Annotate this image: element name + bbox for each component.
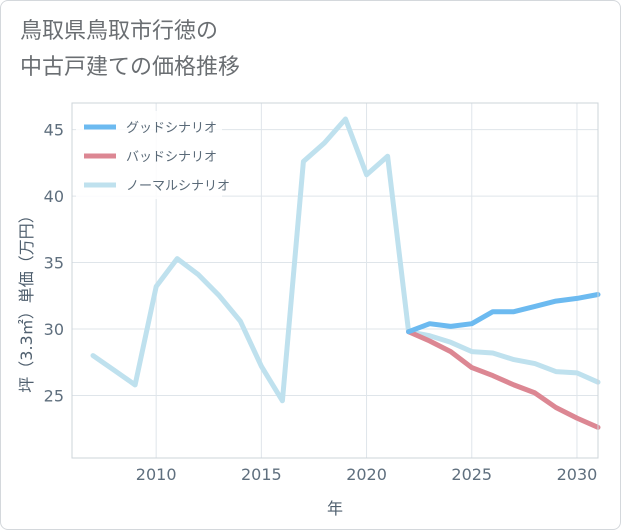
x-tick-label: 2010 <box>136 465 177 484</box>
y-tick-label: 35 <box>44 254 64 273</box>
y-tick-label: 30 <box>44 320 64 339</box>
legend-label-good: グッドシナリオ <box>126 121 217 136</box>
plot-border <box>71 102 599 459</box>
y-tick-label: 25 <box>44 387 64 406</box>
y-tick-label: 40 <box>44 187 64 206</box>
legend-label-normal: ノーマルシナリオ <box>126 179 230 194</box>
y-tick-labels: 25 30 35 40 45 <box>44 121 64 406</box>
x-tick-label: 2025 <box>451 465 492 484</box>
series-line-bad <box>406 329 601 430</box>
series-line-normal <box>90 116 601 404</box>
x-axis-label: 年 <box>327 499 343 518</box>
chart-title-line1: 鳥取県鳥取市行徳の <box>20 19 219 44</box>
grid <box>72 103 598 458</box>
x-tick-label: 2030 <box>557 465 598 484</box>
y-tick-label: 45 <box>44 121 64 140</box>
chart-title-line2: 中古戸建ての価格推移 <box>20 55 241 80</box>
series-lines <box>90 116 601 430</box>
chart-title: 鳥取県鳥取市行徳の 中古戸建ての価格推移 <box>20 14 240 86</box>
x-tick-label: 2015 <box>241 465 282 484</box>
x-tick-labels: 2010 2015 2020 2025 2030 <box>136 465 598 484</box>
legend-label-bad: バッドシナリオ <box>126 150 217 165</box>
series-line-good <box>406 292 601 335</box>
y-axis-label: 坪（3.3㎡）単価（万円） <box>17 207 36 392</box>
x-tick-label: 2020 <box>346 465 387 484</box>
